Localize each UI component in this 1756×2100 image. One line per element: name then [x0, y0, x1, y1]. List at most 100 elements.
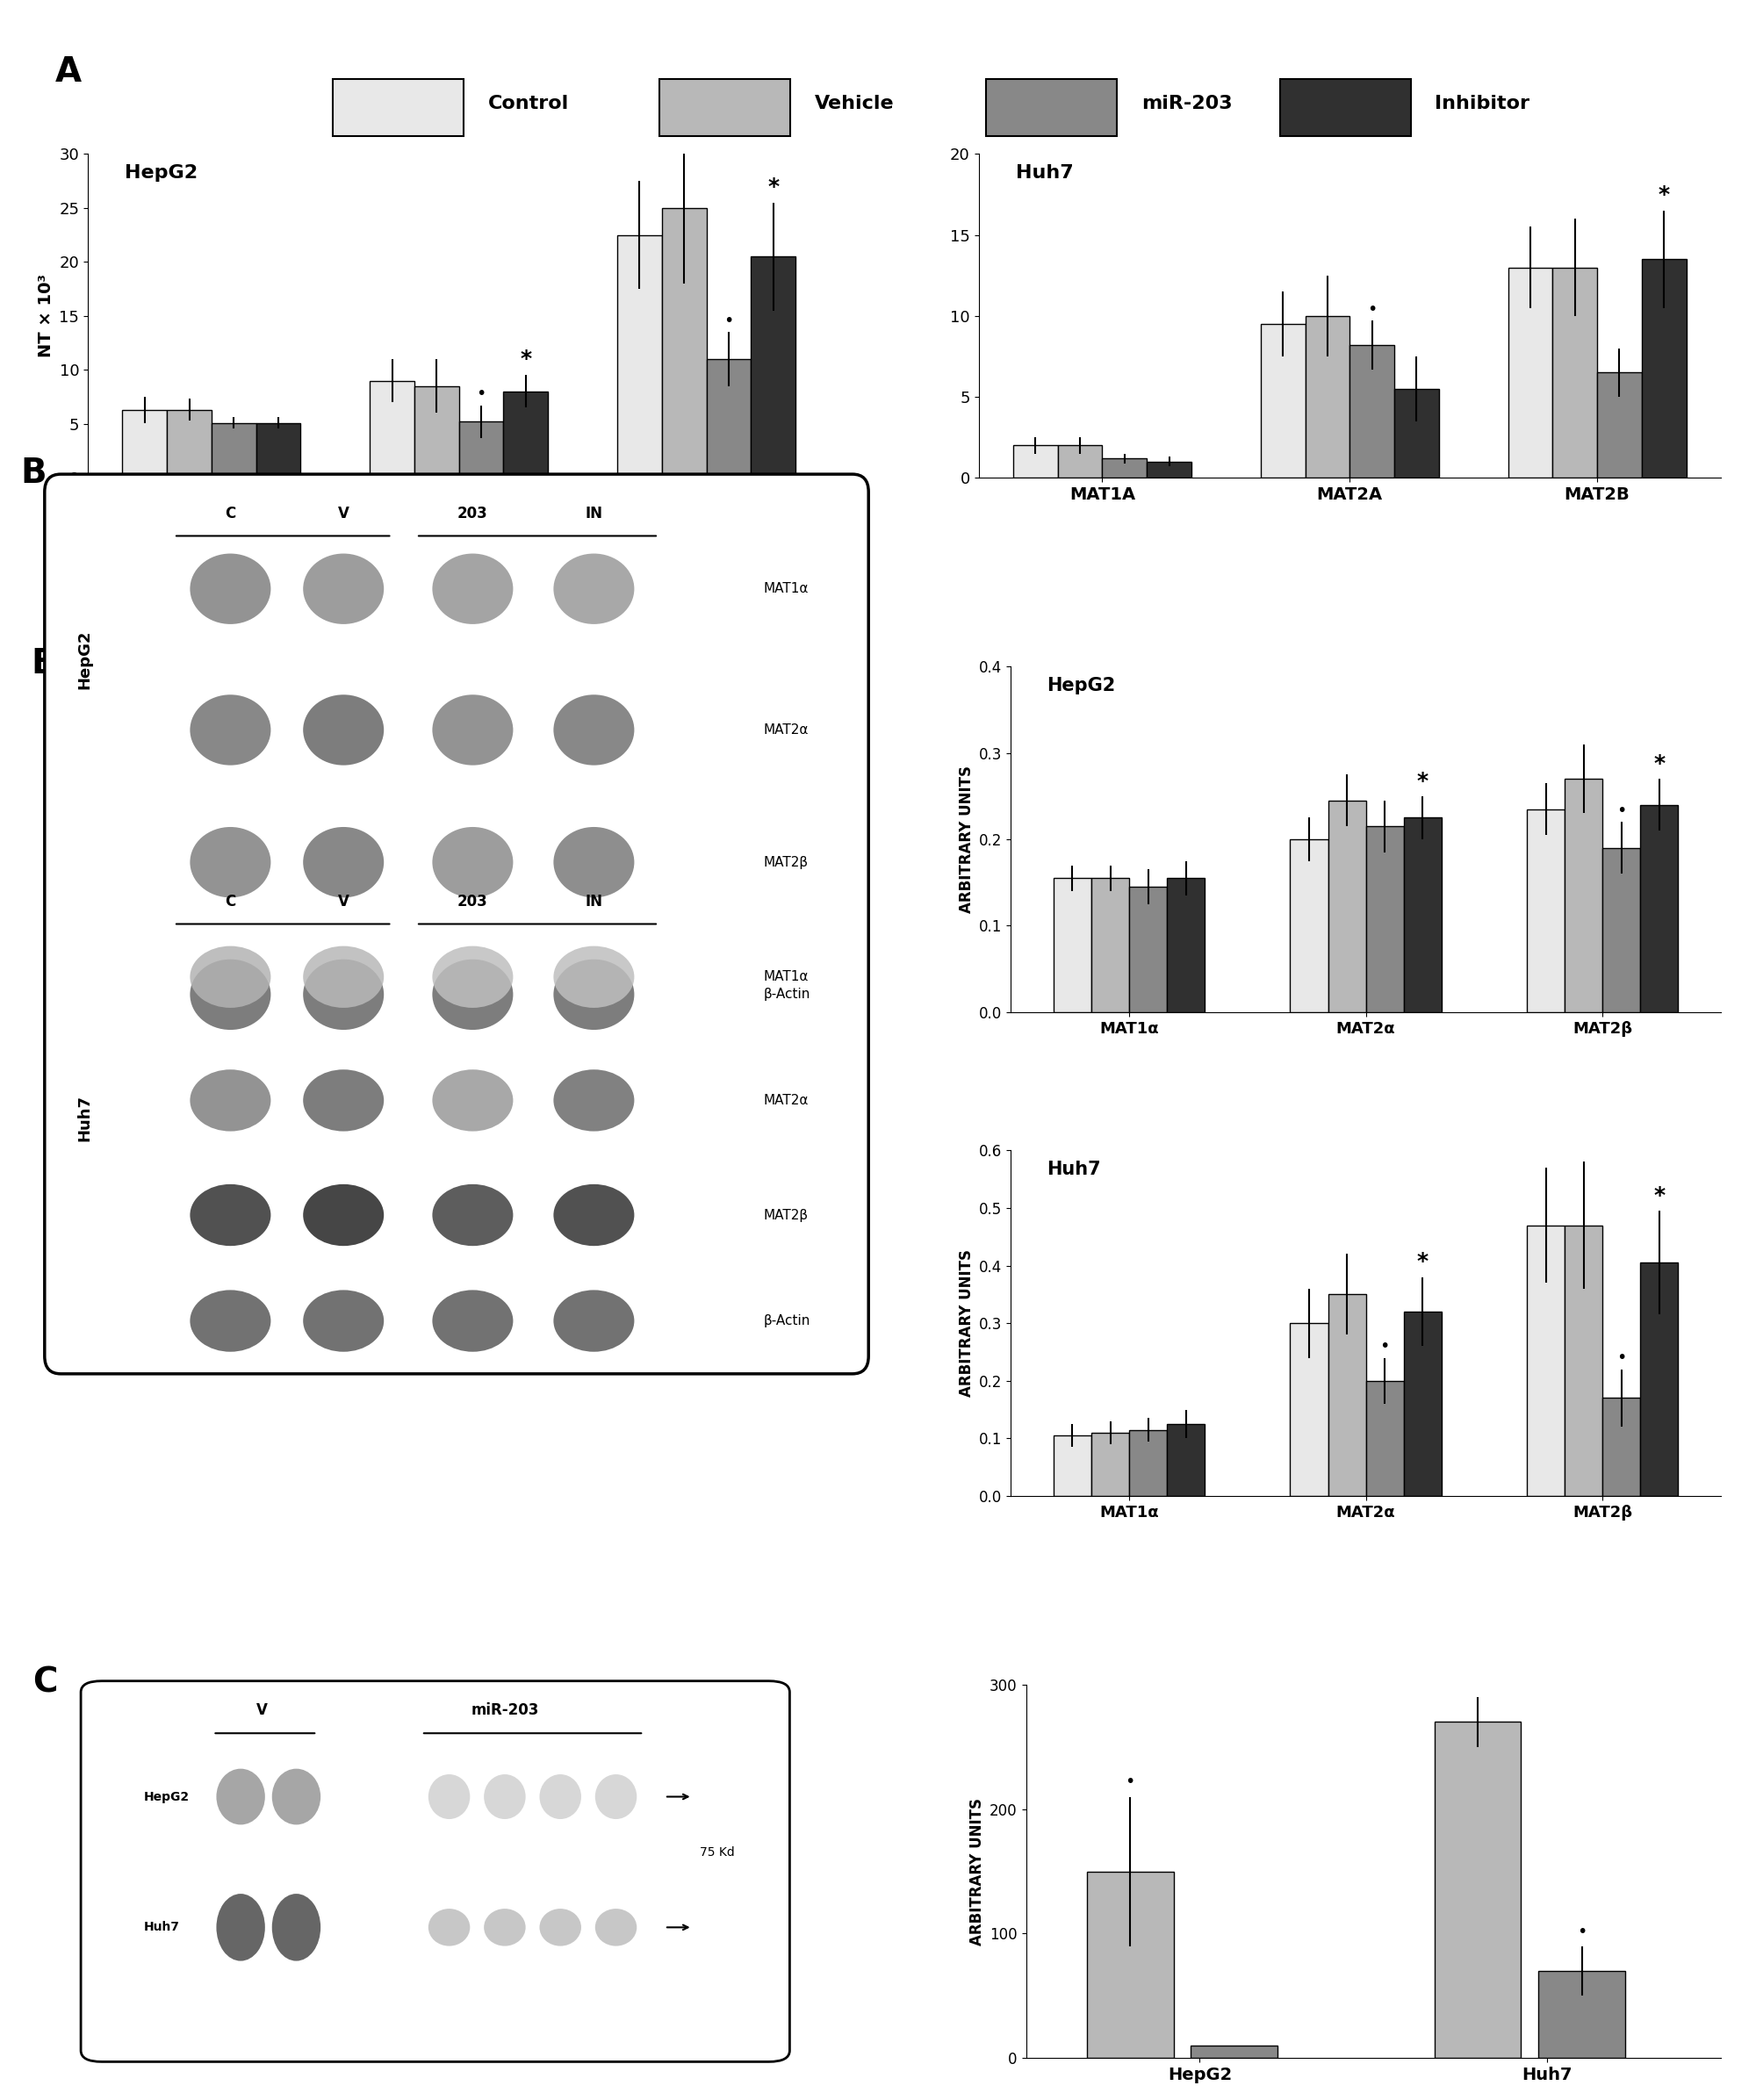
Text: •: • — [1617, 1350, 1626, 1367]
Text: β-Actin: β-Actin — [764, 1315, 810, 1327]
Bar — [1291, 840, 1328, 1012]
Ellipse shape — [553, 554, 634, 624]
Text: •: • — [1366, 300, 1377, 317]
Ellipse shape — [553, 960, 634, 1029]
Ellipse shape — [304, 1069, 385, 1132]
Text: IN: IN — [585, 506, 602, 521]
Text: •: • — [1577, 1924, 1587, 1940]
Bar — [1526, 1224, 1565, 1495]
Ellipse shape — [304, 960, 385, 1029]
Ellipse shape — [553, 1069, 634, 1132]
Bar — [1057, 445, 1103, 479]
Bar — [1598, 372, 1642, 479]
Y-axis label: ARBITRARY UNITS: ARBITRARY UNITS — [969, 1798, 985, 1945]
Ellipse shape — [272, 1768, 321, 1825]
Bar — [458, 422, 504, 479]
Text: C: C — [225, 895, 235, 909]
Text: HepG2: HepG2 — [144, 1791, 190, 1802]
Bar — [1603, 1399, 1640, 1495]
Bar — [1640, 1262, 1679, 1495]
Ellipse shape — [595, 1774, 637, 1819]
Text: *: * — [1417, 771, 1428, 792]
Ellipse shape — [272, 1894, 321, 1961]
Text: •: • — [476, 386, 486, 403]
Text: •: • — [1126, 1774, 1134, 1791]
Text: HepG2: HepG2 — [77, 630, 93, 689]
Bar — [1168, 878, 1205, 1012]
Ellipse shape — [428, 1774, 471, 1819]
Text: *: * — [520, 349, 532, 370]
Text: •: • — [723, 313, 734, 330]
Text: MAT2α: MAT2α — [764, 1094, 810, 1107]
Ellipse shape — [216, 1768, 265, 1825]
Ellipse shape — [216, 1894, 265, 1961]
Bar — [123, 410, 167, 479]
Text: MAT2β: MAT2β — [764, 1207, 808, 1222]
FancyBboxPatch shape — [81, 1680, 790, 2062]
Bar — [1366, 1382, 1403, 1495]
Bar — [1147, 462, 1191, 479]
Ellipse shape — [190, 1184, 270, 1245]
Text: C: C — [32, 1665, 58, 1699]
Y-axis label: ARBITRARY UNITS: ARBITRARY UNITS — [959, 1250, 975, 1396]
Text: 203: 203 — [458, 506, 488, 521]
Text: MAT2β: MAT2β — [764, 855, 808, 869]
Text: miR-203: miR-203 — [471, 1703, 539, 1718]
Text: C: C — [225, 506, 235, 521]
FancyBboxPatch shape — [334, 80, 464, 136]
Text: A: A — [54, 55, 81, 88]
Bar — [752, 256, 795, 479]
Bar — [662, 208, 706, 479]
Text: Huh7: Huh7 — [1015, 164, 1073, 181]
Bar — [371, 380, 414, 479]
Ellipse shape — [190, 827, 270, 897]
Ellipse shape — [432, 554, 513, 624]
Bar — [1328, 1294, 1366, 1495]
Bar — [1366, 825, 1403, 1012]
Ellipse shape — [304, 1289, 385, 1352]
Text: Huh7: Huh7 — [144, 1922, 179, 1934]
Text: V: V — [337, 895, 349, 909]
Bar — [1328, 800, 1366, 1012]
Text: HepG2: HepG2 — [125, 164, 198, 181]
Ellipse shape — [190, 1069, 270, 1132]
Text: Inhibitor: Inhibitor — [1435, 94, 1529, 111]
FancyBboxPatch shape — [1280, 80, 1410, 136]
Bar — [1090, 878, 1129, 1012]
Ellipse shape — [432, 827, 513, 897]
Bar — [256, 422, 300, 479]
Ellipse shape — [485, 1909, 525, 1947]
Bar — [1565, 779, 1603, 1012]
Bar — [1526, 808, 1565, 1012]
Bar — [1261, 323, 1305, 479]
Ellipse shape — [553, 695, 634, 764]
Text: V: V — [337, 506, 349, 521]
Ellipse shape — [190, 960, 270, 1029]
Bar — [706, 359, 752, 479]
Ellipse shape — [432, 695, 513, 764]
Text: *: * — [1654, 754, 1665, 775]
Bar — [1090, 1432, 1129, 1495]
Ellipse shape — [432, 945, 513, 1008]
Ellipse shape — [304, 1184, 385, 1245]
Bar — [1350, 344, 1394, 479]
Text: •: • — [1380, 1338, 1389, 1354]
Bar — [1565, 1224, 1603, 1495]
Ellipse shape — [190, 695, 270, 764]
Ellipse shape — [432, 1289, 513, 1352]
Bar — [167, 410, 211, 479]
Ellipse shape — [304, 945, 385, 1008]
Ellipse shape — [190, 1289, 270, 1352]
Bar — [1087, 1871, 1173, 2058]
Ellipse shape — [432, 1069, 513, 1132]
Y-axis label: NT × 10³: NT × 10³ — [37, 275, 54, 357]
Text: *: * — [1654, 1184, 1665, 1205]
Bar — [1603, 848, 1640, 1012]
Bar — [504, 391, 548, 479]
Text: Huh7: Huh7 — [77, 1094, 93, 1140]
Bar — [1552, 267, 1598, 479]
Bar — [1640, 804, 1679, 1012]
Ellipse shape — [428, 1909, 471, 1947]
Text: MAT2α: MAT2α — [764, 722, 810, 737]
Text: •: • — [1617, 802, 1626, 819]
